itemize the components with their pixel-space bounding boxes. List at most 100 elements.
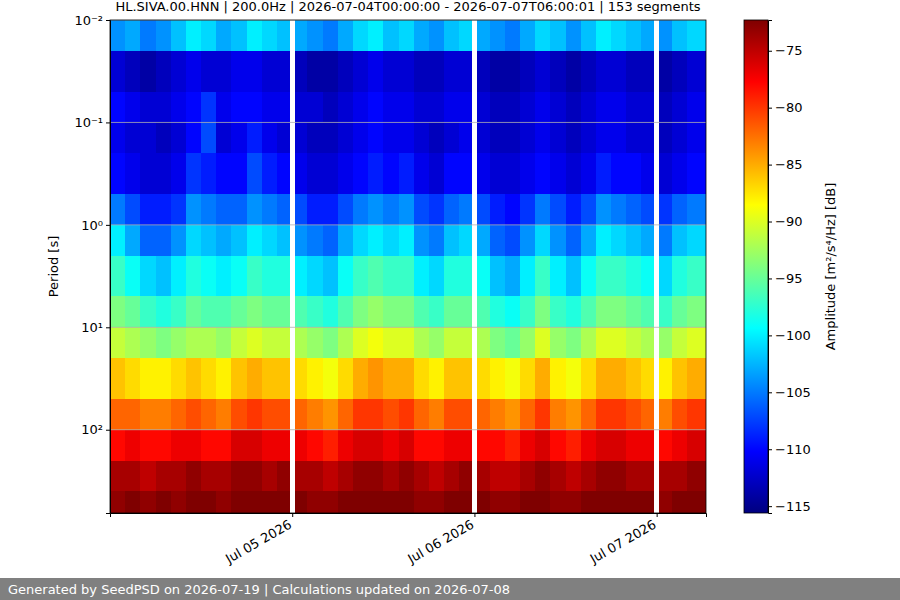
heatmap-cell bbox=[641, 153, 654, 194]
heatmap-cell bbox=[659, 194, 672, 225]
heatmap-cell bbox=[353, 327, 368, 358]
heatmap-cell bbox=[611, 225, 626, 256]
heatmap-cell bbox=[505, 92, 520, 123]
heatmap-cell bbox=[535, 20, 550, 51]
heatmap-cell bbox=[140, 461, 155, 492]
heatmap-cell bbox=[399, 122, 414, 153]
heatmap-cell bbox=[216, 51, 231, 92]
heatmap-cell bbox=[231, 358, 246, 399]
heatmap-cell bbox=[566, 51, 581, 92]
heatmap-cell bbox=[186, 327, 201, 358]
heatmap-cell bbox=[672, 399, 687, 430]
heatmap-cell bbox=[659, 399, 672, 430]
heatmap-cell bbox=[186, 20, 201, 51]
heatmap-cell bbox=[125, 296, 140, 327]
heatmap-cell bbox=[201, 225, 216, 256]
heatmap-cell bbox=[295, 20, 308, 51]
heatmap-cell bbox=[307, 225, 322, 256]
heatmap-cell bbox=[171, 358, 186, 399]
heatmap-cell bbox=[171, 491, 186, 513]
heatmap-cell bbox=[307, 20, 322, 51]
heatmap-cell bbox=[353, 358, 368, 399]
heatmap-cell bbox=[596, 430, 611, 461]
heatmap-cell bbox=[368, 430, 383, 461]
heatmap-cell bbox=[520, 51, 535, 92]
heatmap-cell bbox=[626, 491, 641, 513]
heatmap-cell bbox=[414, 430, 429, 461]
heatmap-cell bbox=[201, 358, 216, 399]
heatmap-cell bbox=[368, 153, 383, 194]
heatmap-cell bbox=[171, 122, 186, 153]
heatmap-cell bbox=[307, 296, 322, 327]
heatmap-cell bbox=[383, 194, 398, 225]
heatmap-cell bbox=[186, 51, 201, 92]
heatmap-cell bbox=[596, 194, 611, 225]
heatmap-cell bbox=[323, 491, 338, 513]
heatmap-cell bbox=[672, 296, 687, 327]
heatmap-cell bbox=[216, 399, 231, 430]
grid bbox=[110, 20, 706, 430]
heatmap-cell bbox=[535, 153, 550, 194]
heatmap-cell bbox=[535, 225, 550, 256]
heatmap-cell bbox=[110, 430, 125, 461]
heatmap-cell bbox=[262, 358, 277, 399]
heatmap-cell bbox=[477, 122, 490, 153]
heatmap-cell bbox=[201, 122, 216, 153]
heatmap-cell bbox=[247, 153, 262, 194]
colorbar-tick-mark bbox=[768, 392, 772, 393]
heatmap-cell bbox=[353, 51, 368, 92]
heatmap-cell bbox=[368, 51, 383, 92]
heatmap-cell bbox=[444, 491, 459, 513]
heatmap-cell bbox=[477, 194, 490, 225]
heatmap-cell bbox=[596, 399, 611, 430]
heatmap-cell bbox=[140, 399, 155, 430]
heatmap-cell bbox=[125, 194, 140, 225]
heatmap-cell bbox=[520, 194, 535, 225]
heatmap-cell bbox=[520, 358, 535, 399]
heatmap-cell bbox=[659, 92, 672, 123]
heatmap-cell bbox=[414, 225, 429, 256]
heatmap-cell bbox=[687, 358, 706, 399]
heatmap-cell bbox=[295, 51, 308, 92]
y-tick-mark bbox=[106, 20, 110, 21]
heatmap-cell bbox=[659, 153, 672, 194]
heatmap-cell bbox=[110, 358, 125, 399]
heatmap-cell bbox=[171, 194, 186, 225]
heatmap-cell bbox=[535, 430, 550, 461]
heatmap-cell bbox=[216, 461, 231, 492]
heatmap-cell bbox=[338, 430, 353, 461]
heatmap-cell bbox=[596, 327, 611, 358]
heatmap-cell bbox=[171, 461, 186, 492]
heatmap-cell bbox=[581, 399, 596, 430]
heatmap-cell bbox=[353, 20, 368, 51]
heatmap-cell bbox=[459, 399, 472, 430]
heatmap-cell bbox=[520, 225, 535, 256]
heatmap-cell bbox=[581, 461, 596, 492]
heatmap-cell bbox=[566, 122, 581, 153]
heatmap-cell bbox=[171, 399, 186, 430]
heatmap-cell bbox=[687, 225, 706, 256]
heatmap-cell bbox=[550, 153, 565, 194]
heatmap-cell bbox=[596, 296, 611, 327]
heatmap-cell bbox=[429, 225, 444, 256]
heatmap-cell bbox=[171, 92, 186, 123]
heatmap-cell bbox=[307, 51, 322, 92]
heatmap-cell bbox=[186, 256, 201, 297]
heatmap-cell bbox=[687, 122, 706, 153]
heatmap-cell bbox=[201, 20, 216, 51]
heatmap-cell bbox=[444, 194, 459, 225]
heatmap-cell bbox=[459, 296, 472, 327]
heatmap-cell bbox=[383, 461, 398, 492]
heatmap-cell bbox=[429, 491, 444, 513]
heatmap-cell bbox=[581, 430, 596, 461]
heatmap-cell bbox=[216, 491, 231, 513]
heatmap-cell bbox=[477, 256, 490, 297]
heatmap-cell bbox=[399, 399, 414, 430]
heatmap-cell bbox=[626, 92, 641, 123]
heatmap-cell bbox=[353, 122, 368, 153]
heatmap-cell bbox=[626, 461, 641, 492]
heatmap-cell bbox=[125, 122, 140, 153]
heatmap-cell bbox=[459, 92, 472, 123]
heatmap-cell bbox=[611, 194, 626, 225]
heatmap-cell bbox=[368, 296, 383, 327]
